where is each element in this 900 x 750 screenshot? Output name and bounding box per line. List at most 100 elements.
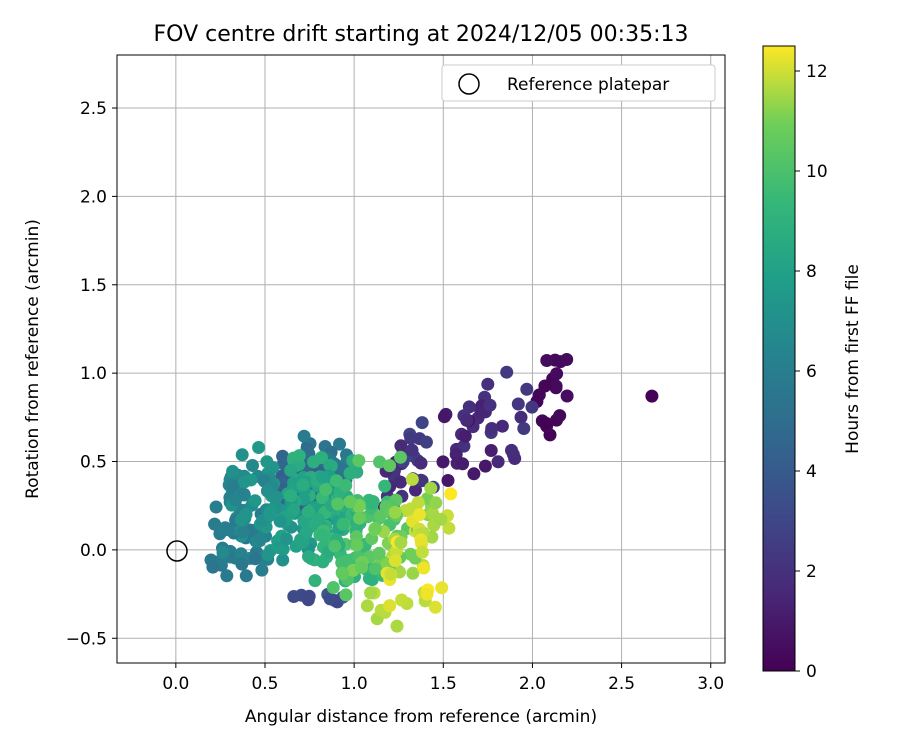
scatter-point: [467, 467, 481, 481]
scatter-point: [323, 458, 337, 472]
scatter-point: [209, 500, 223, 514]
scatter-point: [395, 593, 409, 607]
x-tick-label: 1.0: [341, 674, 368, 694]
scatter-point: [514, 410, 528, 424]
scatter-point: [378, 479, 392, 493]
y-tick-label: 1.5: [80, 276, 107, 296]
scatter-point: [560, 353, 574, 366]
x-tick-label: 0.5: [251, 674, 278, 694]
colorbar-tick-label: 12: [806, 62, 828, 82]
scatter-point: [383, 599, 397, 613]
scatter-point: [221, 523, 234, 537]
scatter-point: [343, 495, 357, 509]
scatter-point: [368, 562, 382, 576]
scatter-point: [307, 455, 320, 469]
scatter-point: [350, 538, 364, 552]
scatter-point: [505, 443, 518, 457]
scatter-point: [388, 505, 402, 519]
scatter-point: [394, 439, 408, 453]
colorbar-gradient: [762, 45, 796, 672]
scatter-point: [540, 354, 554, 367]
scatter-point: [253, 532, 267, 546]
scatter-point: [419, 435, 433, 449]
scatter-point: [441, 474, 455, 487]
scatter-point: [539, 416, 553, 430]
scatter-point: [328, 539, 342, 553]
scatter-point: [276, 542, 290, 556]
scatter-point: [415, 416, 429, 430]
scatter-point: [316, 555, 330, 569]
scatter-point: [511, 397, 525, 411]
scatter-point: [458, 429, 472, 443]
y-tick-label: 0.5: [80, 453, 107, 473]
legend-box: [441, 64, 716, 102]
scatter-point: [483, 398, 497, 412]
scatter-point: [302, 505, 316, 519]
scatter-point: [517, 422, 531, 435]
grid: [117, 55, 725, 663]
x-tick-label: 2.0: [519, 674, 546, 694]
x-tick-label: 2.5: [608, 674, 635, 694]
colorbar-tick-label: 8: [806, 262, 817, 282]
scatter-point: [246, 459, 259, 472]
scatter-point: [261, 548, 275, 562]
scatter-point: [411, 496, 425, 510]
scatter-point: [352, 454, 366, 468]
scatter-point: [485, 422, 499, 435]
scatter-point: [481, 377, 495, 391]
colorbar-tick-label: 6: [806, 362, 817, 382]
scatter-point: [235, 448, 249, 462]
scatter-point: [645, 389, 659, 403]
x-tick-label: 0.0: [162, 674, 189, 694]
scatter-point: [287, 590, 301, 603]
colorbar-tick-label: 2: [806, 562, 817, 582]
scatter-point: [491, 455, 505, 469]
scatter-point: [457, 439, 471, 453]
scatter-point: [234, 547, 248, 561]
scatter-point: [384, 567, 398, 581]
scatter-point: [292, 449, 306, 463]
colorbar-tick-label: 10: [806, 162, 828, 182]
scatter-point: [220, 569, 234, 583]
scatter-point: [390, 619, 404, 633]
scatter-point: [326, 581, 340, 594]
scatter-point: [429, 496, 443, 510]
scatter-point: [372, 546, 386, 560]
scatter-point: [434, 512, 448, 526]
colorbar-ticks: 0 2 4 6 8 10 12: [795, 62, 828, 682]
scatter-point: [394, 536, 408, 550]
scatter-point: [428, 600, 442, 614]
scatter-point: [270, 490, 284, 504]
scatter-point: [388, 554, 402, 568]
scatter-point: [273, 514, 287, 528]
scatter-point: [311, 512, 325, 526]
scatter-point: [550, 367, 564, 381]
scatter-point: [284, 489, 298, 503]
scatter-point: [394, 450, 407, 464]
reference-marker: [166, 540, 188, 562]
scatter-point: [525, 400, 539, 414]
scatter-point: [336, 567, 350, 580]
scatter-point: [287, 503, 301, 517]
x-tick-label: 1.5: [430, 674, 457, 694]
scatter-point: [252, 441, 266, 454]
scatter-point: [208, 517, 222, 531]
scatter-point: [206, 560, 220, 574]
y-axis-ticks: −0.5 0.0 0.5 1.0 1.5 2.0 2.5: [66, 99, 117, 649]
scatter-point: [335, 556, 349, 570]
scatter-point: [424, 481, 438, 495]
x-axis-ticks: 0.0 0.5 1.0 1.5 2.0 2.5 3.0: [162, 663, 724, 694]
scatter-point: [456, 457, 470, 471]
scatter-point: [373, 455, 387, 469]
y-axis-label: Rotation from reference (arcmin): [23, 219, 43, 499]
scatter-point: [248, 494, 262, 508]
scatter-point: [331, 497, 345, 511]
scatter-point: [500, 365, 514, 379]
scatter-point: [405, 472, 419, 486]
scatter-point: [279, 532, 293, 546]
scatter-point: [404, 431, 418, 445]
scatter-point: [239, 569, 253, 583]
scatter-point: [413, 508, 426, 522]
scatter-point: [417, 561, 431, 575]
scatter-point: [236, 525, 250, 539]
